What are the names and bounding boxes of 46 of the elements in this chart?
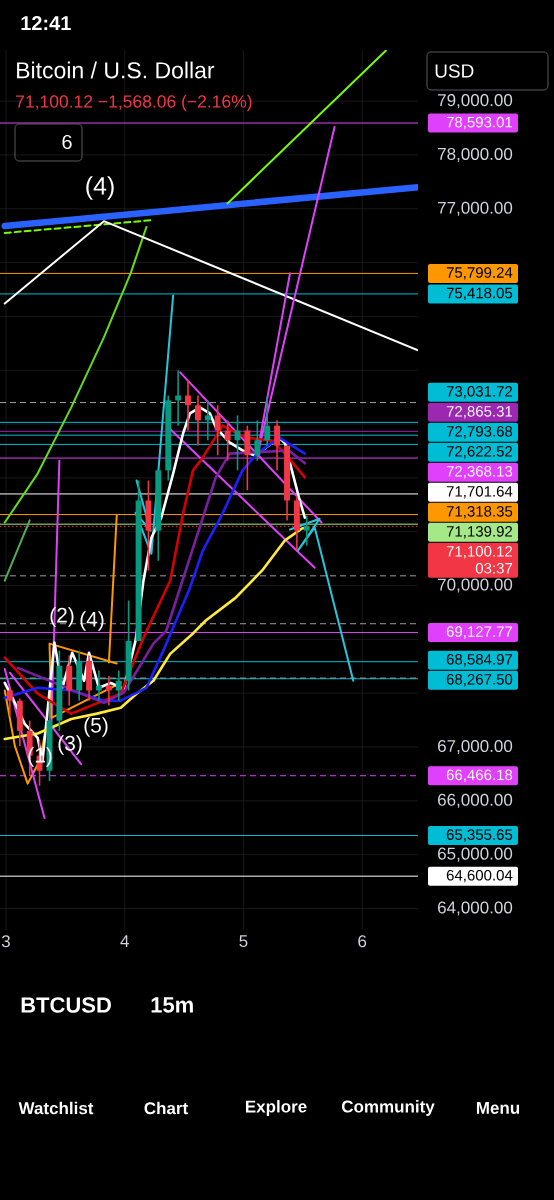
y-tick-label: 66,000.00 xyxy=(438,793,513,808)
x-tick-label: 3 xyxy=(1,935,10,948)
annotation: (4) xyxy=(80,611,104,631)
y-tick-label: 79,000.00 xyxy=(438,94,513,109)
y-tick-label: 77,000.00 xyxy=(438,201,513,216)
annotation: (5) xyxy=(84,717,108,737)
text: 15m xyxy=(151,997,193,1013)
x-tick-label: 5 xyxy=(239,935,248,948)
text: Explore xyxy=(245,1100,307,1116)
ref-line-label: 73,031.72 xyxy=(446,386,513,399)
ref-line-label: 66,466.18 xyxy=(446,769,513,782)
text: BTCUSD xyxy=(21,997,111,1013)
text: 03:37 xyxy=(475,562,513,574)
y-tick-label: 64,000.00 xyxy=(438,901,513,916)
text: Watchlist xyxy=(18,1101,94,1115)
ref-line-label: 64,600.04 xyxy=(446,869,513,883)
text: Menu xyxy=(476,1102,520,1114)
annotation: (4) xyxy=(86,176,114,200)
ref-line-label: 75,799.24 xyxy=(446,267,513,280)
ref-line-label: 71,100.12 xyxy=(446,546,513,559)
ref-line-label: 69,127.77 xyxy=(446,626,513,639)
y-tick-label: 65,000.00 xyxy=(438,847,513,862)
y-tick-label: 70,000.00 xyxy=(438,578,513,593)
ref-line-label: 71,318.35 xyxy=(446,506,513,519)
ref-line-label: 68,584.97 xyxy=(446,654,513,667)
y-tick-label: 67,000.00 xyxy=(438,739,513,755)
ref-line-label: 72,622.52 xyxy=(446,446,513,459)
ref-line-label: 75,418.05 xyxy=(446,287,513,301)
ref-line-label: 71,139.92 xyxy=(446,526,513,539)
text: 71,100.12 −1,568.06 (−2.16%) xyxy=(16,94,252,112)
text: Chart xyxy=(144,1101,188,1115)
x-tick-label: 4 xyxy=(120,935,129,947)
x-tick-label: 6 xyxy=(358,935,367,948)
ref-line-label: 68,267.50 xyxy=(446,674,513,687)
ref-line-label: 65,355.65 xyxy=(446,829,513,842)
annotation: 6 xyxy=(62,134,72,150)
text: Community xyxy=(341,1100,435,1116)
ref-line-label: 71,701.64 xyxy=(446,486,513,499)
text: USD xyxy=(435,64,474,78)
chart-title: Bitcoin / U.S. Dollar xyxy=(17,61,215,79)
ref-line-label: 72,368.13 xyxy=(446,466,513,479)
text: 12:41 xyxy=(21,16,71,30)
y-tick-label: 78,000.00 xyxy=(438,147,513,162)
ref-line-label: 72,865.31 xyxy=(446,406,513,419)
ref-line-label: 78,593.01 xyxy=(446,116,513,130)
ref-line-label: 72,793.68 xyxy=(446,426,513,439)
